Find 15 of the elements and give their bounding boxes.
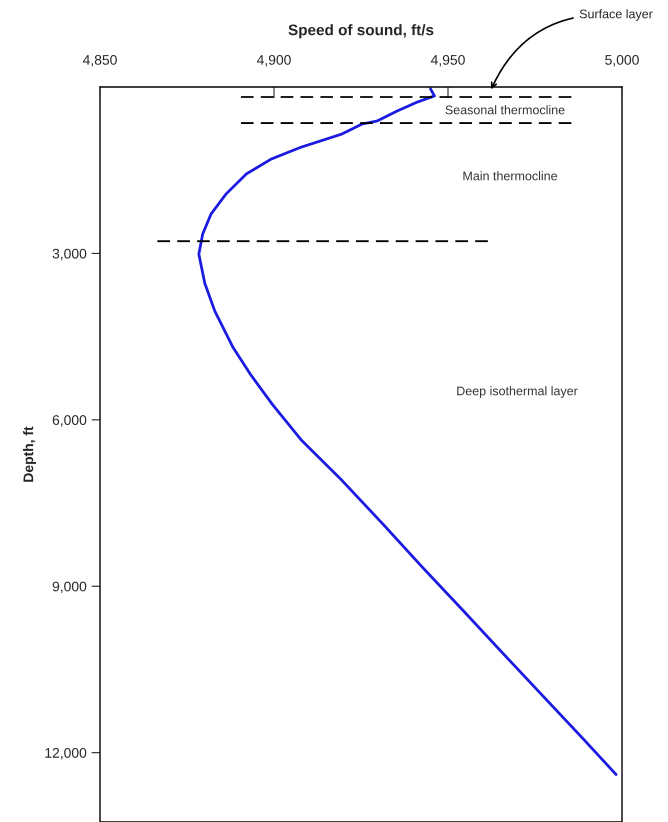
annotation: Deep isothermal layer — [457, 386, 578, 398]
y-tick-label: 12,000 — [45, 748, 86, 760]
x-tick-label: 5,000 — [605, 54, 639, 66]
text: Surface layer — [580, 9, 653, 21]
y-tick-label: 6,000 — [52, 415, 86, 427]
x-tick-label: 4,950 — [430, 54, 465, 66]
x-axis-title: Speed of sound, ft/s — [288, 24, 434, 38]
line-series — [197, 88, 618, 776]
annotation: Main thermocline — [463, 171, 558, 180]
y-axis-title: Depth, ft — [23, 426, 36, 482]
annotation: Seasonal thermocline — [445, 105, 565, 114]
x-tick-label: 4,900 — [256, 54, 291, 66]
y-tick-label: 3,000 — [52, 248, 86, 260]
x-tick-label: 4,850 — [82, 54, 117, 66]
y-tick-label: 9,000 — [52, 582, 86, 594]
